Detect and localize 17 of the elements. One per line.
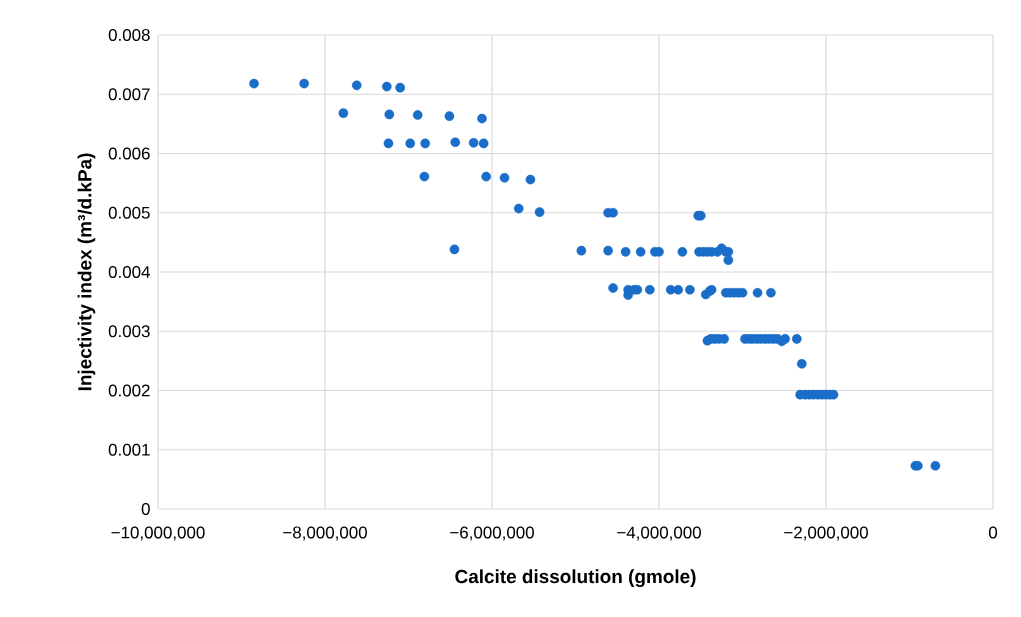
- x-tick-label: −10,000,000: [111, 526, 205, 541]
- x-tick-label: −4,000,000: [617, 526, 701, 541]
- y-tick-label: 0.006: [108, 147, 150, 160]
- x-tick-label: −2,000,000: [784, 526, 868, 541]
- y-tick-label: 0.005: [108, 206, 150, 219]
- x-axis-title: Calcite dissolution (gmole): [455, 569, 696, 588]
- y-tick-label: 0.007: [108, 88, 150, 101]
- x-tick-label: 0: [988, 526, 998, 539]
- y-tick-label: 0.002: [108, 384, 150, 397]
- y-tick-label: 0.008: [108, 28, 150, 41]
- y-axis-title: Injectivity index (m³/d.kPa): [77, 153, 96, 391]
- y-tick-label: 0.004: [108, 265, 150, 278]
- x-tick-label: −8,000,000: [283, 526, 367, 541]
- y-tick-label: 0.001: [108, 443, 150, 456]
- y-tick-label: 0: [141, 502, 150, 515]
- x-tick-label: −6,000,000: [450, 526, 534, 541]
- y-tick-label: 0.003: [108, 325, 150, 338]
